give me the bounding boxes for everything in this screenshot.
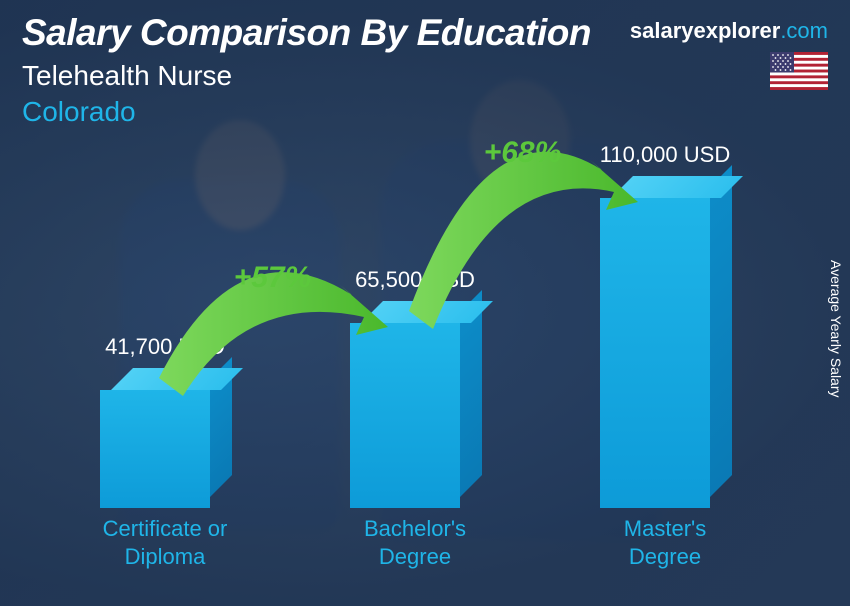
growth-arrow — [60, 116, 780, 576]
growth-pct-label: +68% — [468, 136, 578, 170]
bar-chart: 41,700 USDCertificate orDiploma65,500 US… — [60, 116, 780, 576]
brand-prefix: salaryexplorer — [630, 18, 780, 43]
brand-suffix: .com — [780, 18, 828, 43]
brand-logo: salaryexplorer.com — [630, 18, 828, 44]
yaxis-label: Average Yearly Salary — [828, 260, 844, 398]
chart-title: Salary Comparison By Education — [22, 12, 591, 54]
chart-subtitle: Telehealth Nurse — [22, 60, 232, 92]
arrow-path — [409, 152, 638, 329]
flag-icon — [770, 52, 828, 90]
